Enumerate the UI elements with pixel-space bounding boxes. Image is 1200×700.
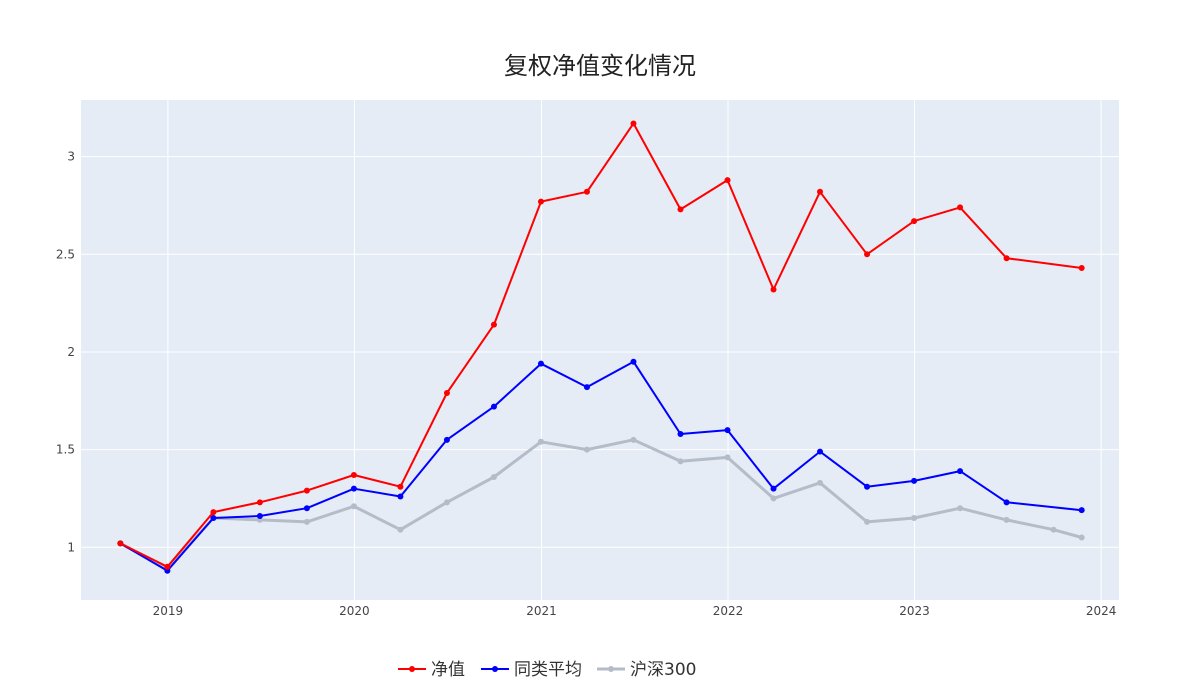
data-point — [397, 483, 404, 490]
data-point — [1003, 499, 1010, 506]
legend: 净值 同类平均 沪深300 — [398, 660, 696, 680]
data-point — [443, 499, 450, 506]
y-tick-label: 1 — [67, 540, 75, 554]
data-point — [303, 487, 310, 494]
y-tick-label: 3 — [67, 150, 75, 164]
data-point — [583, 188, 590, 195]
legend-label: 净值 — [431, 660, 465, 680]
axis-tick-labels: 1 1.5 2 2.5 3 2019 2020 2021 2022 2023 2024 — [56, 150, 1116, 618]
data-point — [1003, 516, 1010, 523]
data-point — [1078, 534, 1085, 541]
data-point — [911, 477, 918, 484]
data-point — [677, 430, 684, 437]
data-point — [583, 446, 590, 453]
data-point — [1078, 264, 1085, 271]
x-tick-label: 2023 — [899, 604, 930, 618]
data-point — [490, 473, 497, 480]
data-point — [350, 485, 357, 492]
data-point — [350, 503, 357, 510]
data-point — [443, 436, 450, 443]
x-tick-label: 2021 — [526, 604, 557, 618]
legend-item[interactable]: 同类平均 — [481, 660, 582, 680]
series-1 — [117, 358, 1085, 574]
legend-swatch-marker — [492, 666, 498, 672]
data-point — [770, 286, 777, 293]
data-point — [1050, 526, 1057, 533]
data-point — [630, 436, 637, 443]
data-point — [677, 206, 684, 213]
series-line — [119, 438, 1083, 571]
legend-swatch-marker — [608, 666, 614, 672]
data-point — [630, 120, 637, 127]
data-point — [1003, 255, 1010, 262]
y-tick-label: 2.5 — [56, 247, 75, 261]
data-point — [677, 458, 684, 465]
data-point — [117, 540, 124, 547]
data-point — [443, 389, 450, 396]
plot-background — [81, 100, 1119, 600]
data-point — [724, 454, 731, 461]
x-tick-label: 2024 — [1086, 604, 1117, 618]
data-point — [256, 513, 263, 520]
data-point — [537, 438, 544, 445]
data-point — [724, 427, 731, 434]
data-point — [1078, 507, 1085, 514]
data-point — [490, 403, 497, 410]
series-0 — [117, 120, 1085, 570]
data-point — [630, 358, 637, 365]
data-point — [817, 188, 824, 195]
data-point — [397, 526, 404, 533]
y-tick-label: 2 — [67, 345, 75, 359]
x-tick-label: 2020 — [339, 604, 370, 618]
data-point — [303, 505, 310, 512]
data-point — [957, 505, 964, 512]
legend-item[interactable]: 沪深300 — [597, 660, 696, 680]
data-point — [537, 198, 544, 205]
data-point — [864, 483, 871, 490]
data-point — [864, 251, 871, 258]
data-point — [911, 514, 918, 521]
data-point — [256, 499, 263, 506]
data-point — [770, 485, 777, 492]
legend-label: 同类平均 — [514, 660, 582, 680]
data-point — [303, 518, 310, 525]
data-point — [817, 479, 824, 486]
data-point — [911, 218, 918, 225]
data-point — [583, 384, 590, 391]
x-tick-label: 2019 — [153, 604, 184, 618]
data-point — [350, 472, 357, 478]
data-point — [864, 518, 871, 525]
data-point — [490, 321, 497, 328]
data-point — [770, 495, 777, 502]
chart-title: 复权净值变化情况 — [504, 52, 696, 80]
legend-item[interactable]: 净值 — [398, 660, 465, 680]
data-point — [210, 509, 217, 516]
data-point — [957, 468, 964, 475]
data-point — [397, 493, 404, 500]
x-tick-label: 2022 — [713, 604, 744, 618]
series-lines — [117, 120, 1085, 574]
series-2 — [117, 436, 1085, 572]
legend-swatch-marker — [409, 666, 415, 672]
grid-lines — [81, 100, 1119, 600]
y-tick-label: 1.5 — [56, 443, 75, 457]
data-point — [957, 204, 964, 211]
data-point — [210, 514, 217, 521]
legend-label: 沪深300 — [630, 660, 696, 680]
data-point — [537, 360, 544, 367]
data-point — [164, 563, 171, 570]
data-point — [724, 177, 731, 184]
data-point — [817, 448, 824, 455]
